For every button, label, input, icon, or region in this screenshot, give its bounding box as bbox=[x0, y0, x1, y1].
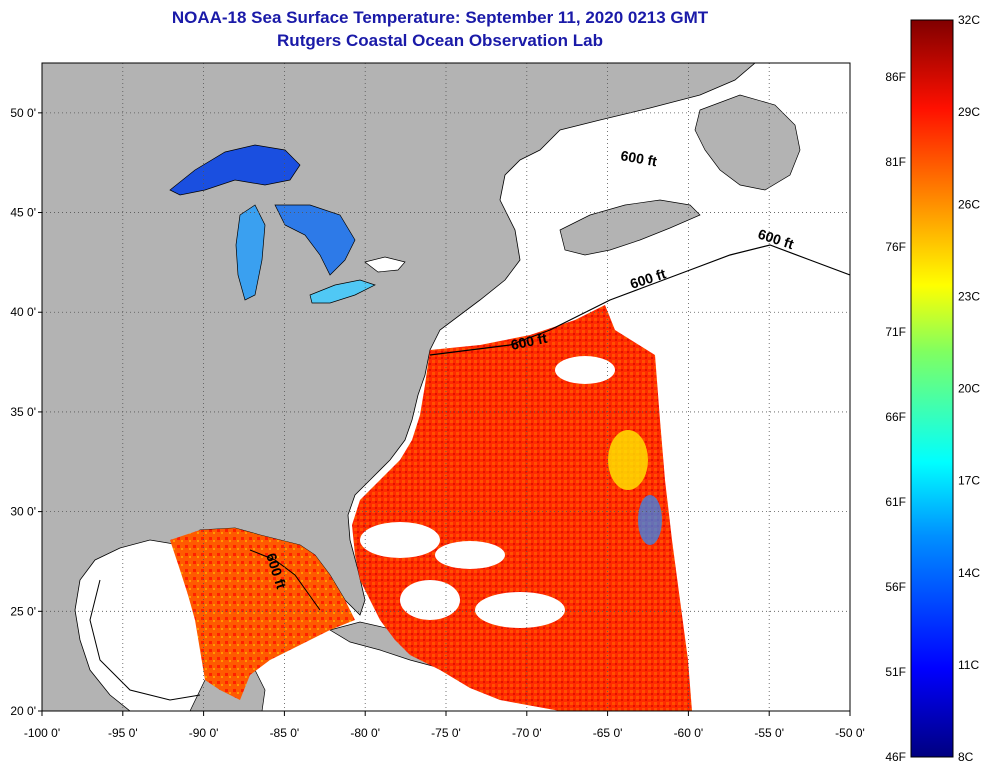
lon-tick-label: -80 0' bbox=[350, 726, 380, 740]
colorbar-celsius-label: 23C bbox=[958, 289, 980, 303]
lon-tick-label: -60 0' bbox=[674, 726, 704, 740]
colorbar-fahrenheit-label: 51F bbox=[885, 665, 906, 679]
colorbar-celsius-label: 32C bbox=[958, 13, 980, 27]
lon-tick-label: -95 0' bbox=[108, 726, 138, 740]
colorbar-celsius-label: 26C bbox=[958, 197, 980, 211]
colorbar-fahrenheit-label: 86F bbox=[885, 70, 906, 84]
colorbar-celsius-label: 8C bbox=[958, 750, 974, 764]
lon-tick-label: -55 0' bbox=[754, 726, 784, 740]
colorbar-fahrenheit-label: 76F bbox=[885, 240, 906, 254]
lon-tick-label: -50 0' bbox=[835, 726, 865, 740]
lon-tick-label: -70 0' bbox=[512, 726, 542, 740]
colorbar-fahrenheit-labels: 86F 81F 76F 71F 66F 61F 56F 51F 46F bbox=[885, 70, 906, 764]
lat-tick-label: 20 0' bbox=[10, 704, 36, 718]
colorbar-fahrenheit-label: 81F bbox=[885, 155, 906, 169]
colorbar-celsius-label: 14C bbox=[958, 566, 980, 580]
colorbar-fahrenheit-label: 71F bbox=[885, 325, 906, 339]
lat-tick-label: 25 0' bbox=[10, 604, 36, 618]
lat-tick-label: 40 0' bbox=[10, 305, 36, 319]
longitude-ticks: -100 0' -95 0' -90 0' -85 0' -80 0' -75 0' -70… bbox=[24, 711, 865, 740]
lon-tick-label: -85 0' bbox=[270, 726, 300, 740]
colorbar-fahrenheit-label: 61F bbox=[885, 495, 906, 509]
lon-tick-label: -75 0' bbox=[431, 726, 461, 740]
lon-tick-label: -100 0' bbox=[24, 726, 60, 740]
latitude-ticks: 20 0' 25 0' 30 0' 35 0' 40 0' 45 0' 50 0' bbox=[10, 106, 42, 718]
lat-tick-label: 50 0' bbox=[10, 106, 36, 120]
colorbar-celsius-label: 17C bbox=[958, 474, 980, 488]
colorbar-celsius-label: 11C bbox=[958, 658, 979, 672]
colorbar-fahrenheit-label: 56F bbox=[885, 580, 906, 594]
colorbar-fahrenheit-label: 66F bbox=[885, 410, 906, 424]
colorbar bbox=[911, 20, 953, 757]
colorbar-celsius-label: 20C bbox=[958, 382, 980, 396]
lat-tick-label: 35 0' bbox=[10, 405, 36, 419]
lon-tick-label: -65 0' bbox=[593, 726, 623, 740]
lat-tick-label: 30 0' bbox=[10, 505, 36, 519]
lon-tick-label: -90 0' bbox=[189, 726, 219, 740]
colorbar-celsius-label: 29C bbox=[958, 105, 980, 119]
colorbar-celsius-labels: 32C 29C 26C 23C 20C 17C 14C 11C 8C bbox=[958, 13, 980, 764]
colorbar-fahrenheit-label: 46F bbox=[885, 750, 906, 764]
lat-tick-label: 45 0' bbox=[10, 206, 36, 220]
